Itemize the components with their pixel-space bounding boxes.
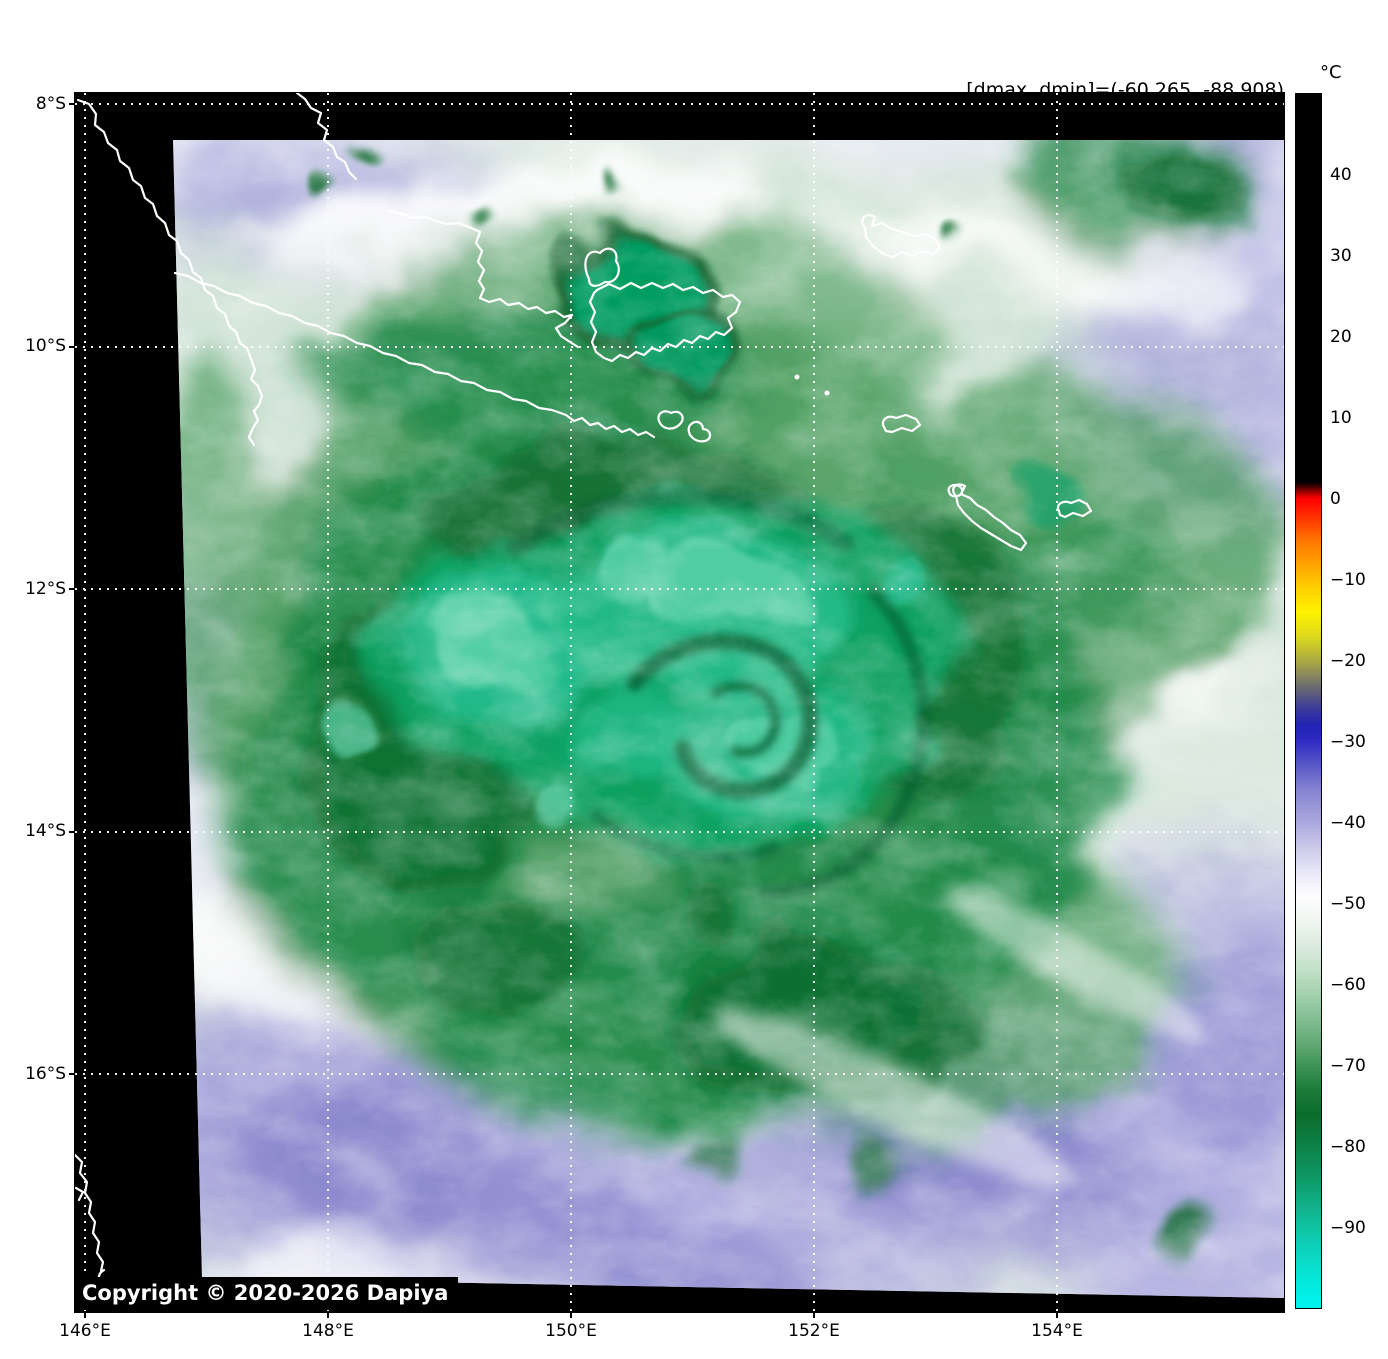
y-tick-label: 14°S [25, 821, 66, 841]
colorbar-tick-label: −20 [1330, 651, 1366, 671]
colorbar-tick-label: 20 [1330, 327, 1352, 347]
x-tick-label: 152°E [788, 1321, 840, 1341]
colorbar-tick-label: −60 [1330, 975, 1366, 995]
y-tickmark [69, 588, 74, 590]
y-tickmark [69, 103, 74, 105]
satellite-image [75, 93, 1284, 1312]
x-tickmark [813, 1313, 815, 1318]
y-tickmark [69, 346, 74, 348]
x-tickmark [1056, 1313, 1058, 1318]
x-tick-label: 150°E [545, 1321, 597, 1341]
colorbar-tick-label: 40 [1330, 165, 1352, 185]
colorbar-tick-label: −70 [1330, 1056, 1366, 1076]
y-tick-label: 12°S [25, 579, 66, 599]
x-tick-label: 148°E [302, 1321, 354, 1341]
colorbar-tick-label: −50 [1330, 894, 1366, 914]
colorbar-tick-label: −80 [1330, 1137, 1366, 1157]
y-tick-label: 8°S [35, 94, 66, 114]
colorbar-tick-label: 30 [1330, 246, 1352, 266]
colorbar-tick-label: −30 [1330, 732, 1366, 752]
y-tickmark [69, 831, 74, 833]
x-tickmark [327, 1313, 329, 1318]
colorbar-tick-label: −40 [1330, 813, 1366, 833]
colorbar-tick-label: 10 [1330, 408, 1352, 428]
x-tick-label: 146°E [59, 1321, 111, 1341]
lat-lon-gridlines [75, 93, 1284, 1312]
colorbar-tick-label: 0 [1330, 489, 1341, 509]
y-tick-label: 16°S [25, 1064, 66, 1084]
y-tickmark [69, 1073, 74, 1075]
y-tick-label: 10°S [25, 336, 66, 356]
x-tickmark [570, 1313, 572, 1318]
map-plot: Copyright © 2020-2026 Dapiya [74, 92, 1285, 1313]
coastlines [75, 93, 1093, 1288]
colorbar-tick-label: −90 [1330, 1218, 1366, 1238]
colorbar [1295, 93, 1322, 1309]
x-tickmark [84, 1313, 86, 1318]
x-tick-label: 154°E [1031, 1321, 1083, 1341]
colorbar-tick-label: −10 [1330, 570, 1366, 590]
data-swath [173, 140, 1284, 1298]
cloud-texture [173, 140, 1284, 1298]
copyright-overlay: Copyright © 2020-2026 Dapiya [75, 1277, 459, 1310]
colorbar-unit-label: °C [1320, 62, 1342, 83]
